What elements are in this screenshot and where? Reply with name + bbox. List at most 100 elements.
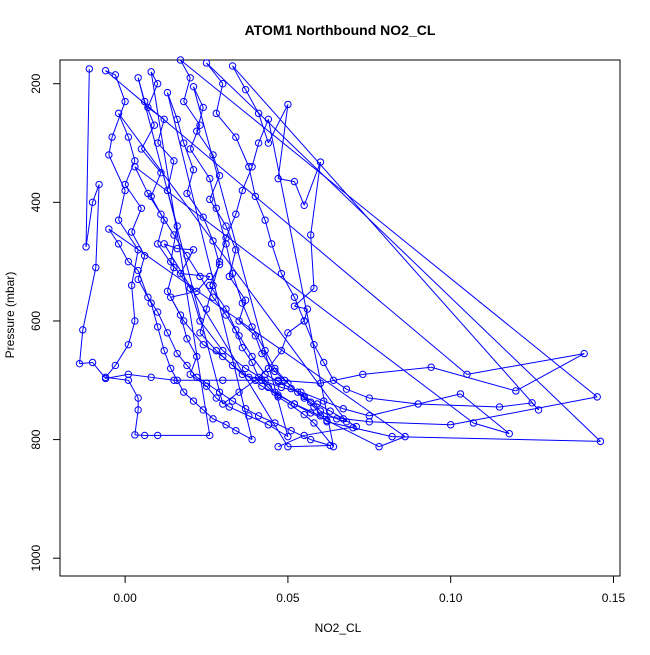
data-point bbox=[105, 225, 113, 233]
series-segment bbox=[287, 445, 331, 448]
data-point bbox=[147, 68, 155, 76]
data-point bbox=[264, 421, 273, 429]
data-point bbox=[238, 370, 247, 379]
data-point bbox=[215, 257, 224, 266]
data-point bbox=[176, 269, 185, 278]
data-point bbox=[306, 398, 315, 406]
series-segment bbox=[460, 393, 510, 435]
series-segment bbox=[79, 329, 84, 364]
series-segment bbox=[274, 371, 285, 381]
data-point bbox=[222, 421, 230, 429]
data-point bbox=[261, 370, 269, 379]
series-segment bbox=[251, 142, 260, 167]
y-axis-label: Pressure (mbar) bbox=[3, 272, 17, 359]
data-point bbox=[241, 85, 250, 94]
data-point bbox=[124, 257, 133, 266]
series-segment bbox=[228, 276, 246, 301]
data-point bbox=[228, 361, 237, 370]
data-point bbox=[512, 387, 520, 395]
y-tick-label: 800 bbox=[29, 429, 43, 449]
series-segment bbox=[277, 396, 292, 406]
x-tick-label: 0.05 bbox=[276, 591, 300, 605]
x-axis-label: NO2_CL bbox=[315, 621, 362, 635]
series-segment bbox=[183, 101, 201, 126]
data-point bbox=[173, 222, 181, 230]
series-segment bbox=[329, 410, 344, 420]
series-segment bbox=[127, 320, 136, 345]
data-point bbox=[290, 400, 299, 408]
data-point bbox=[186, 370, 194, 379]
series-segment bbox=[369, 397, 419, 405]
series-segment bbox=[303, 161, 321, 206]
series-segment bbox=[141, 148, 162, 174]
data-point bbox=[189, 166, 198, 174]
data-point bbox=[88, 198, 97, 207]
series-segment bbox=[127, 136, 136, 161]
series-segment bbox=[163, 243, 289, 447]
series-segment bbox=[105, 70, 116, 76]
data-point bbox=[209, 415, 217, 423]
data-point bbox=[258, 349, 266, 358]
data-point bbox=[310, 340, 318, 349]
data-point bbox=[271, 419, 279, 427]
series-segment bbox=[310, 161, 321, 236]
series-segment bbox=[245, 89, 260, 114]
data-point bbox=[209, 237, 217, 245]
data-point bbox=[206, 174, 214, 183]
data-point bbox=[183, 252, 191, 260]
data-point bbox=[189, 82, 198, 91]
data-point bbox=[287, 384, 295, 393]
data-point bbox=[284, 432, 292, 441]
series-segment bbox=[157, 220, 165, 244]
data-point bbox=[144, 103, 152, 112]
data-point bbox=[160, 216, 168, 224]
data-point bbox=[176, 56, 185, 64]
data-point bbox=[180, 139, 188, 147]
data-point bbox=[228, 397, 237, 405]
series-segment bbox=[277, 434, 305, 448]
series-segment bbox=[150, 303, 159, 328]
data-point bbox=[300, 410, 308, 419]
series-segment bbox=[180, 273, 210, 277]
series-segment bbox=[151, 376, 175, 381]
series-segment bbox=[258, 119, 269, 144]
data-point bbox=[212, 109, 220, 118]
data-point bbox=[144, 293, 152, 301]
data-point bbox=[153, 323, 162, 331]
data-point bbox=[232, 326, 240, 334]
series-segment bbox=[206, 382, 220, 393]
series-segment bbox=[304, 426, 357, 436]
series-segment bbox=[137, 255, 146, 280]
series-segment bbox=[134, 166, 149, 194]
data-point bbox=[306, 231, 315, 239]
data-point bbox=[235, 388, 243, 396]
series-segment bbox=[118, 113, 347, 423]
data-point bbox=[329, 376, 338, 384]
plot-frame bbox=[59, 59, 621, 577]
data-point bbox=[264, 364, 273, 373]
data-point bbox=[320, 397, 328, 405]
series-segment bbox=[157, 326, 165, 351]
series-segment bbox=[264, 220, 273, 244]
data-point bbox=[170, 157, 178, 165]
data-point bbox=[173, 376, 181, 384]
data-point bbox=[528, 399, 536, 407]
series-segment bbox=[202, 409, 214, 420]
data-point bbox=[153, 431, 162, 440]
data-point bbox=[163, 287, 172, 296]
series-segment bbox=[193, 86, 204, 108]
series-segment bbox=[199, 332, 217, 351]
series-segment bbox=[251, 362, 260, 378]
data-point bbox=[105, 151, 113, 159]
data-point bbox=[235, 332, 243, 340]
data-point bbox=[463, 370, 471, 379]
series-segment bbox=[241, 166, 253, 191]
data-point bbox=[274, 443, 282, 451]
y-tick-label: 1000 bbox=[29, 545, 43, 572]
series-segment bbox=[157, 311, 168, 334]
data-point bbox=[196, 329, 204, 337]
data-point bbox=[101, 66, 110, 75]
series-segment bbox=[206, 62, 224, 85]
series-segment bbox=[271, 243, 282, 274]
